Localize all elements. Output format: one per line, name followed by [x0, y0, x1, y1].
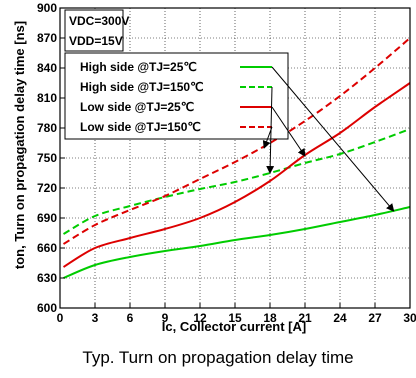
- y-tick-label: 780: [37, 121, 57, 135]
- tick-labels: 0 3 6 9 12 15 18 21 24 27 30 600 630 660 690 720 750 780 8…: [37, 1, 416, 325]
- y-tick-label: 690: [37, 211, 57, 225]
- series-ls-25-line: [62, 82, 411, 268]
- conditions-box: [64, 9, 124, 52]
- legend: High side @TJ=25℃ High side @TJ=150℃ Low…: [80, 60, 272, 134]
- series-ls-25-pointer: [271, 106, 306, 157]
- caption: Typ. Turn on propagation delay time: [82, 348, 353, 367]
- legend-label-ls-150: Low side @TJ=150℃: [80, 120, 201, 134]
- x-tick-label: 3: [92, 311, 99, 325]
- x-tick-label: 30: [403, 311, 416, 325]
- y-tick-label: 660: [37, 241, 57, 255]
- x-axis-title: Ic, Collector current [A]: [162, 319, 306, 334]
- x-tick-label: 18: [263, 311, 277, 325]
- x-tick-label: 21: [298, 311, 312, 325]
- y-tick-label: 630: [37, 271, 57, 285]
- y-tick-label: 840: [37, 61, 57, 75]
- legend-label-ls-25: Low side @TJ=25℃: [80, 100, 194, 114]
- x-tick-label: 24: [333, 311, 347, 325]
- series-ls-150-pointer: [262, 126, 273, 149]
- x-tick-label: 6: [127, 311, 134, 325]
- condition-vdc: VDC=300V: [69, 14, 129, 28]
- x-tick-label: 9: [162, 311, 169, 325]
- y-tick-label: 810: [37, 91, 57, 105]
- x-tick-label: 15: [228, 311, 242, 325]
- x-tick-label: 0: [57, 311, 64, 325]
- y-tick-label: 900: [37, 1, 57, 15]
- series-hs-25-pointer: [271, 66, 395, 212]
- y-tick-label: 720: [37, 181, 57, 195]
- y-tick-label: 870: [37, 31, 57, 45]
- x-tick-label: 27: [368, 311, 382, 325]
- x-tick-label: 12: [193, 311, 207, 325]
- y-axis-title: ton, Turn on propagation delay time [ns]: [12, 21, 27, 269]
- y-tick-label: 600: [37, 301, 57, 315]
- legend-label-hs-25: High side @TJ=25℃: [80, 60, 197, 74]
- ticks: [59, 7, 411, 309]
- series-ls-150-line: [62, 37, 411, 245]
- y-tick-label: 750: [37, 151, 57, 165]
- series-hs-25-line: [63, 206, 411, 279]
- condition-vdd: VDD=15V: [69, 34, 123, 48]
- pointers: [262, 66, 395, 212]
- series-hs-150-line: [63, 128, 411, 235]
- legend-label-hs-150: High side @TJ=150℃: [80, 80, 204, 94]
- series-layer: [62, 37, 411, 279]
